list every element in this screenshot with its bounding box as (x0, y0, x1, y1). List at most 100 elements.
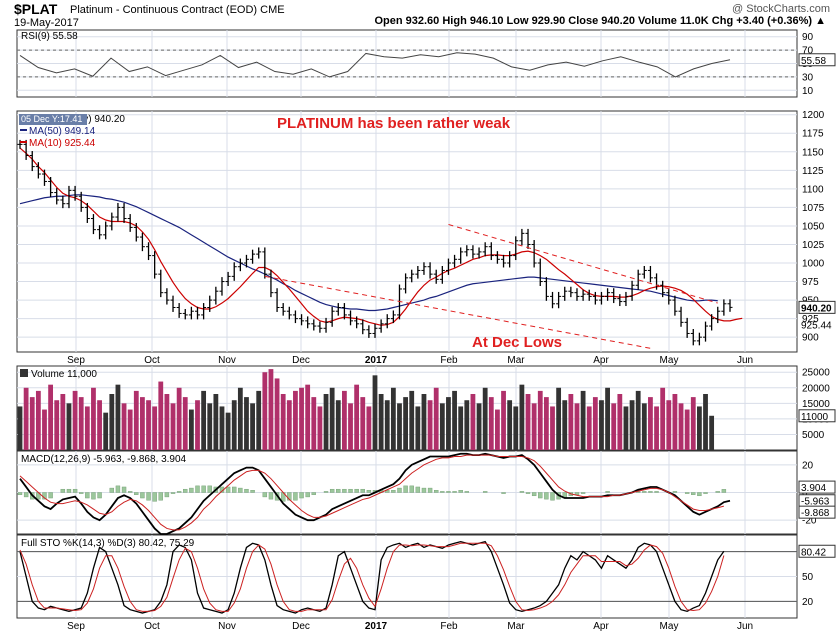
y-tick-label-price: 975 (802, 277, 819, 288)
macd-histogram-bar (391, 490, 396, 493)
ma50-legend: MA(50) 949.14 (29, 126, 96, 137)
macd-histogram-bar (201, 485, 206, 493)
macd-histogram-bar (91, 492, 96, 500)
macd-histogram-bar (164, 492, 170, 498)
volume-bar (427, 400, 433, 450)
volume-bar (164, 394, 170, 450)
volume-bar (556, 387, 562, 450)
macd-value-box (798, 480, 836, 494)
volume-bar (507, 400, 513, 450)
volume-bar (482, 387, 488, 450)
y-tick-label-price: 1100 (802, 184, 824, 195)
trendline-lower (264, 275, 651, 349)
volume-bar (17, 406, 23, 450)
volume-bar (476, 403, 482, 450)
y-tick-label-volume: 25000 (802, 368, 830, 379)
volume-bar (403, 397, 409, 450)
macd-histogram-bar (176, 491, 182, 493)
y-tick-label-price: 1125 (802, 166, 824, 177)
volume-bar (433, 387, 439, 450)
volume-bar (268, 369, 274, 450)
volume-bar (213, 394, 219, 450)
rsi-value-box (798, 53, 836, 67)
volume-bar (188, 409, 194, 450)
x-tick-label-bottom: Mar (507, 621, 525, 632)
macd-histogram-bar (232, 486, 237, 493)
macd-histogram-bar (85, 492, 90, 499)
macd-histogram-bar (446, 491, 451, 493)
macd-histogram-bar (684, 492, 690, 494)
volume-bar (23, 387, 29, 450)
y-tick-label-price: 1025 (802, 240, 825, 251)
volume-bar (244, 397, 249, 450)
volume-bar (648, 397, 653, 450)
macd-histogram-bar (305, 492, 310, 498)
volume-bar (635, 390, 641, 450)
y-tick-label-price: 1000 (802, 259, 825, 270)
volume-bar (550, 406, 555, 450)
volume-bar (72, 390, 78, 450)
chart-header: $PLAT Platinum - Continuous Contract (EO… (0, 0, 836, 29)
volume-bar (158, 381, 164, 450)
x-tick-label: Nov (218, 355, 236, 366)
volume-bar (250, 403, 255, 450)
macd-histogram-bar (311, 492, 316, 495)
macd-histogram-bar (299, 492, 304, 499)
macd-histogram-bar (183, 488, 188, 493)
macd-histogram-bar (531, 492, 537, 497)
macd-histogram-bar (170, 492, 176, 494)
volume-bar (231, 400, 237, 450)
volume-bar (323, 394, 329, 450)
volume-bar (537, 390, 543, 450)
macd-histogram-bar (409, 485, 414, 493)
rsi-legend: RSI(9) 55.58 (21, 31, 78, 42)
y-tick-label-rsi: 70 (802, 46, 814, 57)
macd-histogram-bar (703, 492, 708, 494)
volume-bar (421, 394, 427, 450)
volume-value-box (798, 409, 836, 423)
x-tick-label: Sep (67, 355, 85, 366)
volume-bar (439, 403, 445, 450)
volume-bar (654, 406, 659, 450)
x-tick-label-bottom: Apr (593, 621, 609, 632)
y-tick-label-price: 1050 (802, 221, 825, 232)
volume-bar (176, 387, 182, 450)
y-tick-label-rsi: 30 (802, 72, 814, 83)
volume-bar (48, 384, 54, 450)
volume-bar (525, 394, 531, 450)
quote-summary: Open 932.60 High 946.10 Low 929.90 Close… (374, 15, 826, 27)
volume-bar (623, 406, 629, 450)
ma10-legend: MA(10) 925.44 (29, 138, 96, 149)
volume-bar (84, 406, 90, 450)
macd-histogram-bar (238, 487, 243, 493)
volume-bar (605, 387, 610, 450)
annotation-dec-lows: At Dec Lows (472, 334, 562, 351)
macd-histogram-bar (152, 492, 157, 502)
volume-bar (660, 387, 666, 450)
x-tick-label: Oct (144, 355, 160, 366)
volume-bar (66, 403, 72, 450)
macd-histogram-bar (360, 488, 365, 493)
y-tick-label-macd: 20 (802, 460, 814, 471)
macd-histogram-bar (501, 492, 506, 494)
volume-bar (170, 403, 176, 450)
volume-bar (133, 390, 139, 450)
volume-bar (317, 406, 323, 450)
macd-histogram-bar (580, 492, 586, 494)
volume-bar (97, 400, 102, 450)
volume-bar (127, 409, 133, 450)
x-tick-label: Apr (593, 355, 609, 366)
y-tick-label-sto: 20 (802, 597, 814, 608)
macd-histogram-bar (60, 488, 66, 493)
ma10-price-label: 925.44 (801, 320, 832, 331)
macd-value-label: -9.868 (801, 508, 830, 519)
macd-histogram-bar (195, 485, 200, 493)
volume-bar (586, 406, 592, 450)
macd-histogram-bar (262, 492, 268, 498)
volume-bar (397, 403, 402, 450)
macd-histogram-bar (23, 492, 29, 498)
macd-histogram-bar (48, 492, 53, 499)
y-tick-label-volume: 20000 (802, 383, 830, 394)
volume-bar (629, 400, 635, 450)
